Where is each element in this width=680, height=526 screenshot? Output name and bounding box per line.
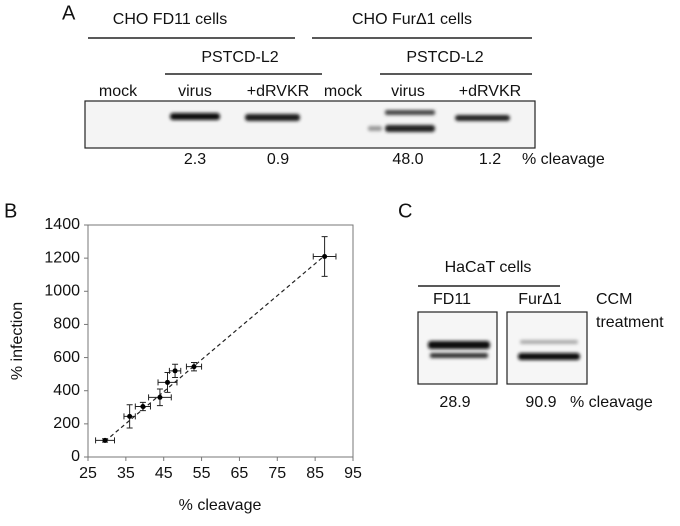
group-label: CHO FD11 cells — [113, 11, 227, 28]
lane-label: virus — [391, 83, 425, 100]
lane-label: +dRVKR — [247, 83, 309, 100]
lane-label: virus — [178, 83, 212, 100]
lane-label: FurΔ1 — [518, 291, 562, 308]
x-tick-label: 65 — [231, 465, 249, 482]
point — [172, 368, 178, 374]
note: treatment — [596, 314, 664, 331]
panel-label: B — [4, 200, 17, 222]
y-tick-label: 1400 — [44, 216, 80, 233]
trendline — [104, 255, 325, 442]
subgroup-label: PSTCD-L2 — [201, 49, 278, 66]
lane-label: +dRVKR — [459, 83, 521, 100]
point — [102, 437, 108, 443]
x-tick-label: 85 — [306, 465, 324, 482]
y-tick-label: 800 — [53, 316, 80, 333]
y-tick-label: 200 — [53, 415, 80, 432]
note: CCM — [596, 291, 632, 308]
group-label: CHO FurΔ1 cells — [352, 11, 472, 28]
subgroup-label: PSTCD-L2 — [406, 49, 483, 66]
y-axis-title: % infection — [9, 302, 26, 380]
y-tick-label: 600 — [53, 349, 80, 366]
blot — [84, 100, 536, 149]
cleavage-unit: % cleavage — [570, 394, 653, 411]
point — [127, 413, 133, 419]
blot — [506, 311, 588, 385]
point — [322, 253, 328, 259]
plot-frame — [87, 224, 354, 458]
cleavage-value: 0.9 — [267, 151, 289, 168]
cleavage-value: 48.0 — [392, 151, 423, 168]
panel-label: C — [398, 200, 412, 222]
cleavage-value: 1.2 — [479, 151, 501, 168]
y-tick-label: 400 — [53, 382, 80, 399]
cleavage-value: 2.3 — [184, 151, 206, 168]
cleavage-value: 28.9 — [439, 394, 470, 411]
x-axis-title: % cleavage — [179, 497, 262, 514]
x-tick-label: 45 — [155, 465, 173, 482]
point — [191, 364, 197, 370]
point — [157, 394, 163, 400]
cleavage-value: 90.9 — [525, 394, 556, 411]
lane-label: FD11 — [433, 291, 471, 308]
cleavage-unit: % cleavage — [522, 151, 605, 168]
bands — [170, 110, 510, 132]
x-tick-label: 35 — [117, 465, 135, 482]
group-label: HaCaT cells — [445, 259, 532, 276]
y-tick-label: 0 — [71, 448, 80, 465]
scatter-chart: B % cleavage % infection 0 200 400 600 800 10… — [4, 200, 362, 514]
lane-label: mock — [99, 83, 138, 100]
y-tick-label: 1200 — [44, 249, 80, 266]
bands — [428, 340, 580, 360]
panel-label: A — [62, 2, 76, 24]
x-tick-label: 75 — [268, 465, 286, 482]
point — [165, 379, 170, 385]
x-tick-label: 25 — [79, 465, 97, 482]
x-tick-label: 95 — [344, 465, 362, 482]
y-tick-label: 1000 — [44, 283, 80, 300]
point — [140, 403, 146, 409]
lane-label: mock — [324, 83, 363, 100]
x-tick-label: 55 — [193, 465, 211, 482]
